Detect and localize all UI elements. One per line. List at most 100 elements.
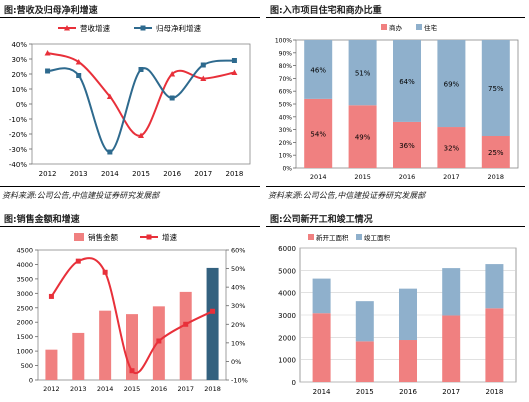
y-tick-label: 0%	[16, 101, 27, 109]
x-tick-label: 2012	[39, 170, 57, 178]
legend-label: 营收增速	[80, 23, 110, 33]
y-tick-label: 70%	[279, 76, 293, 83]
x-tick-label: 2016	[163, 170, 181, 178]
data-point	[169, 71, 176, 77]
legend-swatch	[308, 234, 314, 240]
stacked-bar-chart-share: 0% 10% 20% 30% 40% 50% 60% 70% 80% 90% 100% 54% 46% 2…	[275, 23, 519, 181]
series-line-1	[47, 52, 235, 137]
y-tick-label: 5000	[278, 267, 296, 275]
bar-segment	[348, 40, 377, 106]
bar	[99, 310, 112, 380]
data-point	[138, 132, 144, 138]
title-divider	[266, 226, 525, 227]
data-point	[75, 59, 82, 65]
chart-title: 图:入市项目住宅和商办比重	[270, 6, 382, 16]
x-tick-label: 2015	[354, 173, 371, 181]
y-tick-label: 3000	[278, 312, 296, 320]
bar-segment	[312, 278, 331, 314]
legend-marker	[64, 25, 70, 31]
y-tick-label: 100%	[275, 38, 292, 45]
data-label: 51%	[355, 70, 371, 78]
line-chart-growth: -40% -30% -20% -10% 0% 10% 20% 30% 40% 2012 2013 20…	[9, 23, 251, 178]
y-tick-label: 80%	[279, 63, 293, 70]
data-point	[106, 93, 113, 99]
x-tick-label: 2016	[399, 173, 416, 181]
data-point	[76, 73, 82, 78]
bar-segment	[355, 301, 374, 342]
bar	[206, 267, 219, 380]
y-tick-label: 0	[292, 379, 296, 387]
legend-swatch	[74, 233, 84, 241]
data-point	[169, 95, 175, 101]
y-tick-label-left: 0	[29, 377, 33, 385]
stacked-bar-chart-construction: 0 1000 2000 3000 4000 5000 6000 2014 2015 2016 201…	[278, 233, 517, 396]
y-tick-label-right: 0%	[231, 358, 241, 366]
y-tick-label: 20%	[11, 71, 27, 79]
data-point	[44, 50, 51, 56]
bar-segment	[304, 40, 333, 99]
y-tick-label: 20%	[279, 140, 293, 147]
title-divider	[0, 17, 260, 18]
legend-swatch	[416, 24, 422, 30]
y-tick-label-right: 40%	[231, 284, 245, 292]
bar-segment	[348, 105, 377, 168]
legend-label: 商办	[389, 23, 403, 32]
y-tick-label: 60%	[279, 89, 293, 96]
y-tick-label: 30%	[279, 127, 293, 134]
bar-segment	[393, 40, 421, 122]
data-point	[183, 321, 189, 327]
y-tick-label: -10%	[9, 116, 27, 124]
data-point	[156, 338, 162, 344]
y-tick-label-right: 30%	[231, 302, 245, 310]
legend-marker	[140, 25, 146, 31]
y-tick-label: 2000	[278, 334, 296, 342]
bar-segment	[399, 288, 417, 341]
data-point	[210, 308, 216, 314]
panel-residential-commercial-share: 图:入市项目住宅和商办比重 0% 10% 20% 30% 40% 50% 60% 70% 80%…	[266, 0, 525, 205]
y-tick-label-left: 1500	[16, 333, 33, 341]
x-tick-label: 2014	[101, 170, 119, 178]
bar-segment	[442, 268, 461, 316]
x-tick-label: 2016	[399, 388, 417, 396]
legend-label: 归母净利增速	[156, 23, 201, 33]
y-tick-label: -40%	[9, 161, 27, 169]
y-tick-label-right: 50%	[231, 265, 245, 273]
source-divider	[266, 186, 525, 187]
data-label: 69%	[444, 81, 460, 89]
y-tick-label-left: 2500	[16, 304, 33, 312]
data-label: 46%	[310, 66, 326, 74]
data-point	[129, 368, 135, 374]
series-line-2	[47, 59, 235, 153]
x-tick-label: 2017	[194, 170, 212, 178]
bar-segment	[437, 40, 466, 128]
bar-segment	[399, 340, 417, 382]
x-tick-label: 2017	[443, 173, 460, 181]
bar	[45, 349, 58, 380]
data-point	[200, 62, 206, 68]
legend-label: 竣工面积	[364, 233, 391, 242]
data-point	[45, 68, 51, 74]
bar-segment	[304, 98, 333, 168]
y-tick-label: 4000	[278, 290, 296, 298]
bar-segment	[393, 121, 421, 168]
data-point	[231, 69, 238, 75]
y-tick-label-left: 4000	[16, 261, 33, 269]
y-tick-label-left: 3500	[16, 275, 33, 283]
y-tick-label: 6000	[278, 245, 296, 253]
legend-label: 住宅	[424, 23, 438, 32]
x-tick-label: 2018	[226, 170, 244, 178]
y-tick-label: -30%	[9, 146, 27, 154]
bar-segment	[355, 341, 374, 382]
bar-segment	[481, 40, 510, 136]
source-note: 资料来源:公司公告,中信建投证券研究发展部	[2, 191, 160, 200]
data-label: 49%	[355, 134, 371, 142]
legend-label: 新开工面积	[316, 233, 349, 242]
chart-title: 图:公司新开工和竣工情况	[270, 215, 373, 225]
x-tick-label: 2014	[97, 385, 114, 393]
bar-segment	[437, 127, 466, 168]
data-point	[107, 149, 113, 155]
data-label: 32%	[444, 145, 460, 153]
y-tick-label: 30%	[11, 56, 27, 64]
data-point	[138, 67, 144, 72]
data-point	[200, 75, 207, 81]
